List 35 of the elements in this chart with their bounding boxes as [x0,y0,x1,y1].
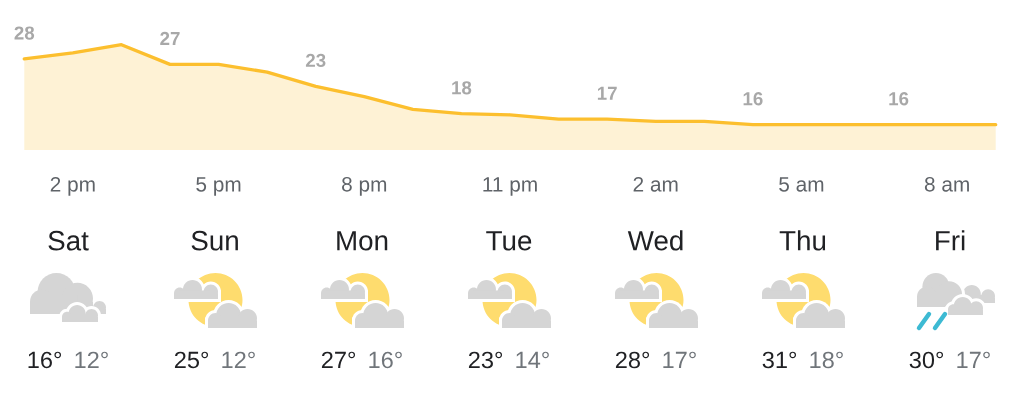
data-label: 16° [369,351,402,369]
category-label: Fri [936,230,965,251]
data-label: 28° [615,351,650,369]
x-tick-label: 5 am [779,177,824,192]
data-label: 16 [889,92,909,106]
data-label: 23° [468,351,503,369]
data-label: 16° [28,351,62,369]
data-label: 25° [174,351,209,369]
data-label: 17 [597,86,617,100]
data-label: 30° [909,351,944,369]
data-label: 12° [75,351,108,369]
category-label: Wed [627,230,683,251]
data-label: 17° [663,351,696,369]
category-label: Sat [48,230,89,251]
data-label: 16 [743,92,763,106]
data-label: 27° [321,351,356,369]
x-tick-label: 2 pm [50,176,95,196]
data-label: 18° [810,351,843,369]
data-label: 27 [160,31,180,45]
category-label: Tue [486,231,532,251]
category-label: Mon [337,231,388,251]
data-label: 31° [762,351,797,369]
data-label: 17° [957,351,990,369]
x-tick-label: 11 pm [483,177,537,196]
data-label: 18 [452,81,472,95]
x-tick-label: 5 pm [196,177,241,196]
category-label: Thu [779,230,826,251]
x-tick-label: 8 am [924,176,969,192]
data-label: 28 [14,26,35,40]
data-label: 12° [222,351,255,369]
x-tick-label: 8 pm [342,176,387,196]
data-label: 14° [516,351,549,369]
x-tick-label: 2 am [633,176,678,192]
category-label: Sun [191,230,238,251]
data-label: 23 [305,53,326,68]
